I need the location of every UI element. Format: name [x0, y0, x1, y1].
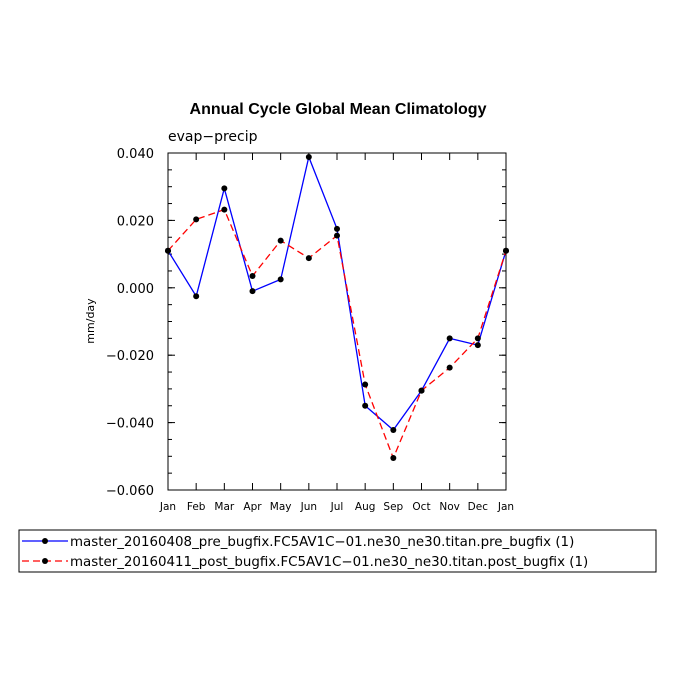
series-2-point [474, 335, 481, 342]
x-tick-label: Dec [468, 501, 489, 513]
series-2-point [446, 364, 453, 371]
x-tick-label: Jun [300, 501, 317, 513]
series-2-point [334, 232, 340, 239]
series-1-point [474, 342, 481, 349]
x-tick-label: Apr [243, 501, 262, 513]
y-tick-label: −0.040 [106, 417, 154, 432]
x-tick-label: Oct [412, 501, 430, 513]
series-2-point [390, 454, 397, 461]
series-2-point [221, 206, 228, 213]
y-tick-label: 0.000 [117, 282, 154, 297]
legend-marker-1 [42, 538, 48, 544]
series-2-point [249, 273, 256, 280]
y-tick-label: 0.040 [117, 147, 154, 162]
series-2-point [418, 387, 425, 394]
series-line-2 [167, 208, 507, 460]
x-tick-label: Aug [355, 501, 376, 513]
series-1-point [193, 293, 200, 300]
legend: master_20160408_pre_bugfix.FC5AV1C−01.ne… [18, 529, 657, 573]
y-tick-label: −0.020 [106, 349, 154, 364]
series-1-point [305, 154, 312, 161]
x-tick-label: Mar [214, 501, 234, 513]
chart-subtitle: evap−precip [168, 129, 258, 145]
series-1-point [390, 427, 397, 434]
y-axis-label: mm/day [84, 298, 97, 344]
series-1-point [334, 225, 340, 232]
series-1-point [277, 276, 284, 283]
ticks-layer: 0.040 0.020 0.000 −0.020 −0.040 −0.060 Jan Feb M… [106, 147, 514, 513]
x-tick-label: Sep [383, 501, 403, 513]
series-1-point [362, 402, 369, 409]
x-tick-label: May [270, 501, 292, 513]
series-line-1 [167, 154, 507, 431]
chart-title: Annual Cycle Global Mean Climatology [190, 101, 487, 118]
x-tick-label: Feb [187, 501, 206, 513]
series-1-point [221, 185, 228, 192]
x-tick-label: Jan [497, 501, 514, 513]
series-2-point [305, 255, 312, 262]
legend-box [18, 529, 657, 573]
x-tick-label: Nov [439, 501, 460, 513]
series-2-point [193, 216, 200, 223]
y-tick-label: −0.060 [106, 484, 154, 499]
series-2-point [277, 237, 284, 244]
legend-label-2: master_20160411_post_bugfix.FC5AV1C−01.n… [70, 555, 588, 570]
x-tick-label: Jan [159, 501, 176, 513]
y-tick-label: 0.020 [117, 214, 154, 229]
series-1-point [249, 288, 256, 295]
series-2-point [362, 381, 369, 388]
legend-label-1: master_20160408_pre_bugfix.FC5AV1C−01.ne… [70, 535, 574, 550]
series-layer [165, 154, 509, 461]
legend-marker-2 [42, 558, 48, 564]
plot-frame [167, 152, 507, 491]
series-1-point [446, 335, 453, 342]
x-tick-label: Jul [330, 501, 344, 513]
